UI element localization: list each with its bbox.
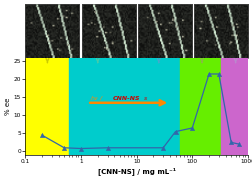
Bar bbox=[68, 58, 179, 155]
Text: h$\nu$ /: h$\nu$ / bbox=[90, 94, 104, 102]
Text: s: s bbox=[143, 96, 147, 101]
Bar bbox=[220, 58, 247, 155]
Bar bbox=[179, 58, 220, 155]
Bar bbox=[25, 58, 68, 155]
Y-axis label: % ee: % ee bbox=[5, 98, 11, 115]
X-axis label: [CNN-NS] / mg mL⁻¹: [CNN-NS] / mg mL⁻¹ bbox=[97, 167, 175, 175]
Text: CNN-NS: CNN-NS bbox=[113, 96, 140, 101]
